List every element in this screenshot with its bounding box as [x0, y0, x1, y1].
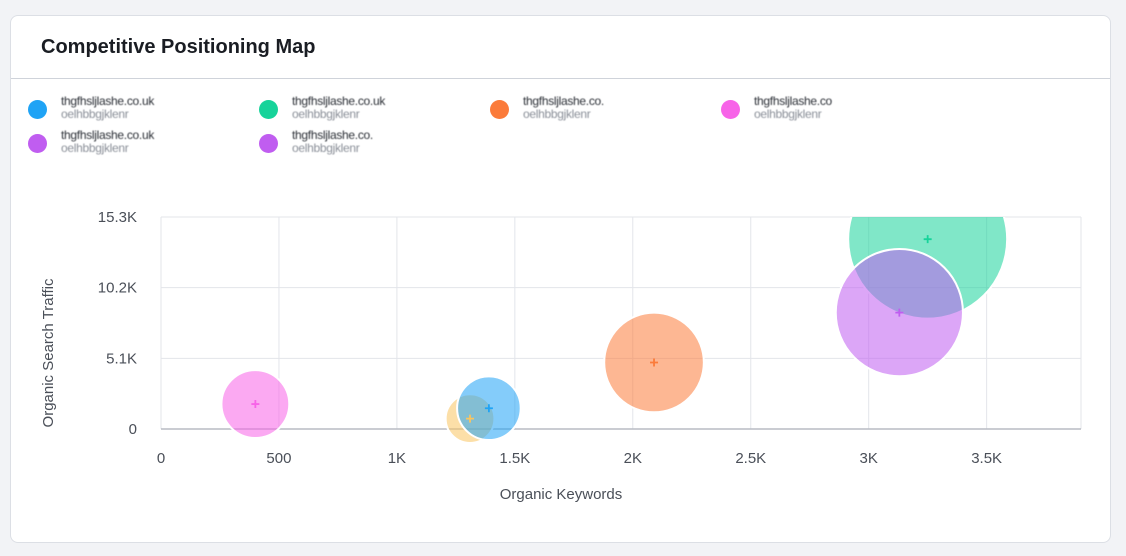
bubble-center-marker: [923, 235, 932, 244]
y-tick-label: 15.3K: [98, 209, 137, 226]
y-tick-label: 0: [129, 421, 137, 438]
legend-dot-icon: [259, 134, 278, 153]
legend-label: thgfhsljlashe.co.uk: [61, 95, 155, 108]
legend-sublabel: oelhbbgjklenr: [523, 107, 591, 121]
bubble-center-marker: [251, 400, 260, 409]
x-tick-label: 0: [157, 450, 165, 467]
legend-dot-icon: [28, 100, 47, 119]
x-tick-label: 2.5K: [735, 450, 766, 467]
x-tick-label: 3.5K: [971, 450, 1002, 467]
legend-dot-icon: [28, 134, 47, 153]
legend-item[interactable]: thgfhsljlashe.co.uk oelhbbgjklenr: [28, 129, 231, 163]
legend-sublabel: oelhbbgjklenr: [754, 107, 822, 121]
legend-sublabel: oelhbbgjklenr: [61, 141, 129, 155]
legend-sublabel: oelhbbgjklenr: [292, 141, 360, 155]
chart-legend: thgfhsljlashe.co.uk oelhbbgjklenr thgfhsl…: [28, 95, 1068, 163]
legend-item[interactable]: thgfhsljlashe.co oelhbbgjklenr: [721, 95, 924, 129]
x-tick-label: 2K: [624, 450, 642, 467]
legend-dot-icon: [259, 100, 278, 119]
x-tick-label: 1.5K: [499, 450, 530, 467]
legend-label: thgfhsljlashe.co.uk: [292, 95, 386, 108]
legend-sublabel: oelhbbgjklenr: [61, 107, 129, 121]
bubble-center-marker: [895, 308, 904, 317]
y-tick-label: 5.1K: [106, 350, 137, 367]
bubble-center-marker: [484, 404, 493, 413]
legend-dot-icon: [490, 100, 509, 119]
legend-label: thgfhsljlashe.co.: [292, 129, 373, 142]
legend-dot-icon: [721, 100, 740, 119]
legend-label: thgfhsljlashe.co.: [523, 95, 604, 108]
card-header: Competitive Positioning Map: [11, 16, 1110, 79]
legend-item[interactable]: thgfhsljlashe.co. oelhbbgjklenr: [259, 129, 462, 163]
legend-item[interactable]: thgfhsljlashe.co.uk oelhbbgjklenr: [28, 95, 231, 129]
legend-sublabel: oelhbbgjklenr: [292, 107, 360, 121]
legend-item[interactable]: thgfhsljlashe.co. oelhbbgjklenr: [490, 95, 693, 129]
bubble-layer: [220, 217, 1009, 444]
x-tick-label: 3K: [860, 450, 878, 467]
card-title: Competitive Positioning Map: [41, 35, 316, 58]
bubble-center-marker: [650, 358, 659, 367]
x-tick-label: 500: [266, 450, 291, 467]
x-tick-label: 1K: [388, 450, 406, 467]
legend-item[interactable]: thgfhsljlashe.co.uk oelhbbgjklenr: [259, 95, 462, 129]
y-tick-label: 10.2K: [98, 280, 137, 297]
legend-label: thgfhsljlashe.co: [754, 95, 832, 108]
x-axis-title: Organic Keywords: [500, 486, 623, 503]
bubble-center-marker: [466, 414, 475, 423]
legend-label: thgfhsljlashe.co.uk: [61, 129, 155, 142]
y-axis-title: Organic Search Traffic: [40, 278, 57, 427]
